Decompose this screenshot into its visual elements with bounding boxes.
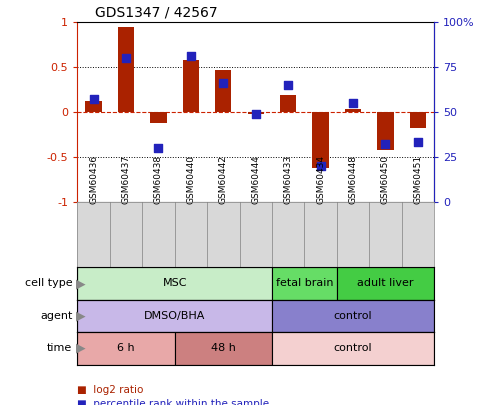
Text: DMSO/BHA: DMSO/BHA (144, 311, 205, 321)
Bar (77, 332, 175, 364)
Text: MSC: MSC (162, 279, 187, 288)
Bar (150, 112, 167, 123)
Point (219, 80, 227, 87)
Bar (377, 112, 394, 150)
Bar (77, 300, 272, 332)
Point (316, 162, 324, 169)
Bar (312, 112, 329, 168)
Point (122, 55, 130, 62)
Bar (77, 267, 272, 300)
Text: GDS1347 / 42567: GDS1347 / 42567 (95, 6, 218, 20)
Text: ▶: ▶ (76, 342, 85, 355)
Text: 48 h: 48 h (211, 343, 236, 353)
Text: ■  log2 ratio: ■ log2 ratio (77, 385, 144, 395)
Text: control: control (334, 343, 372, 353)
Bar (175, 332, 272, 364)
Bar (118, 27, 134, 112)
Text: 6 h: 6 h (117, 343, 135, 353)
Bar (280, 95, 296, 112)
Point (381, 141, 389, 147)
Point (187, 53, 195, 60)
Text: ▶: ▶ (76, 309, 85, 322)
Point (349, 100, 357, 106)
Bar (337, 267, 434, 300)
Bar (215, 70, 232, 112)
Text: adult liver: adult liver (357, 279, 414, 288)
Bar (272, 332, 434, 364)
Point (89, 96, 97, 102)
Point (154, 145, 162, 151)
Text: time: time (47, 343, 72, 353)
Bar (85, 101, 102, 112)
Bar (345, 109, 361, 112)
Point (251, 111, 259, 117)
Text: control: control (334, 311, 372, 321)
Bar (272, 300, 434, 332)
Bar (248, 112, 264, 114)
Text: cell type: cell type (25, 279, 72, 288)
Bar (272, 267, 337, 300)
Point (414, 139, 422, 146)
Bar (183, 60, 199, 112)
Text: ■  percentile rank within the sample: ■ percentile rank within the sample (77, 399, 269, 405)
Bar (410, 112, 426, 128)
Text: fetal brain: fetal brain (275, 279, 333, 288)
Point (284, 82, 292, 88)
Text: ▶: ▶ (76, 277, 85, 290)
Text: agent: agent (40, 311, 72, 321)
